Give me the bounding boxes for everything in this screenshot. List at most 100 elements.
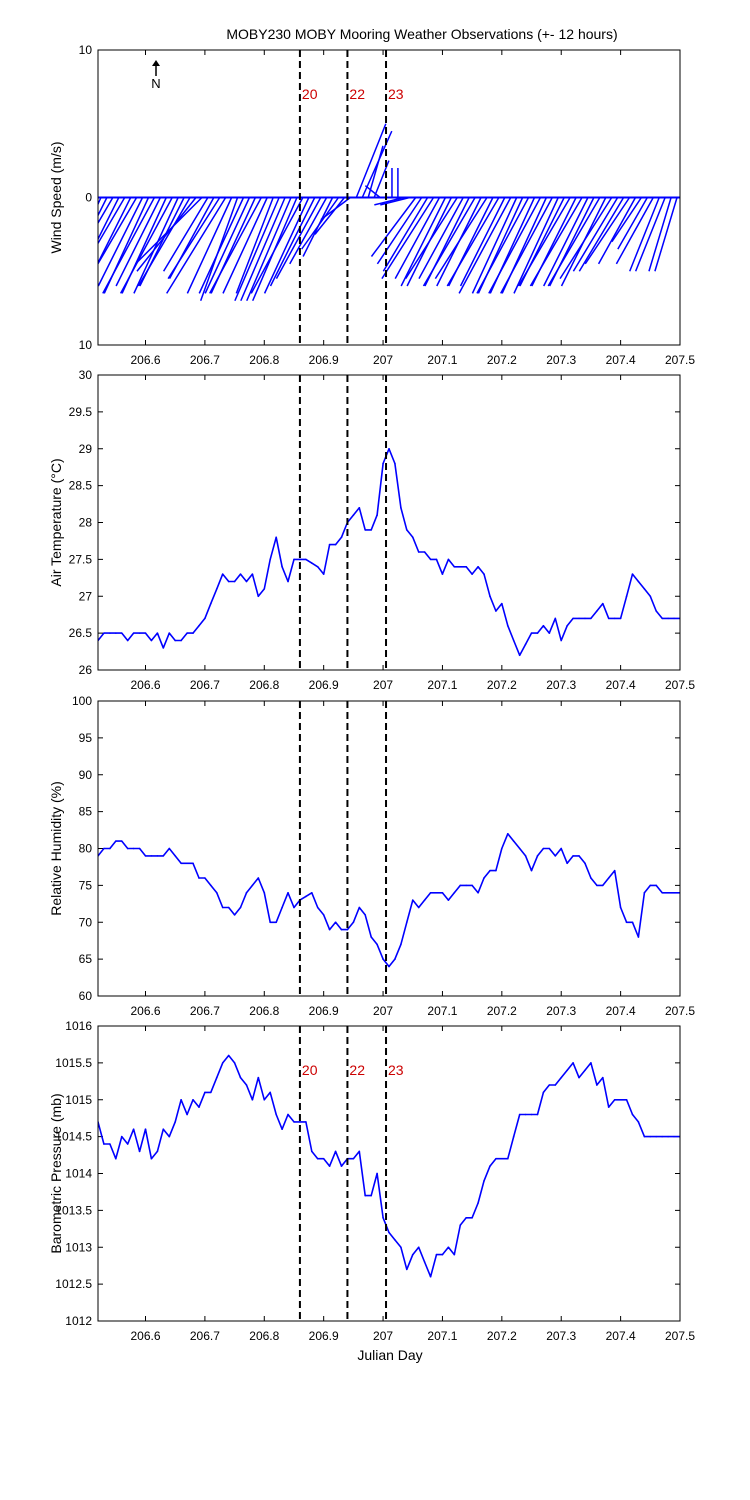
data-point-humidity [512, 840, 515, 842]
data-point-humidity [661, 891, 663, 894]
wind-stick [500, 197, 553, 294]
data-point-humidity [144, 855, 147, 857]
data-point-airtemp [257, 595, 260, 598]
data-point-humidity [643, 891, 646, 894]
y-tick-label: 28.5 [69, 479, 93, 493]
wind-stick [98, 197, 102, 206]
panel-wind: 206.6 206.7 206.8 206.9 207 207.1 207.2 207.3 20… [48, 43, 695, 367]
data-point-airtemp [227, 580, 230, 583]
data-point-airtemp [394, 462, 396, 465]
wind-stick [611, 197, 643, 243]
data-point-airtemp [340, 536, 343, 539]
data-point-humidity [406, 921, 408, 924]
data-point-airtemp [613, 617, 616, 620]
data-point-humidity [572, 855, 574, 857]
data-point-humidity [275, 921, 277, 924]
data-point-humidity [388, 965, 390, 968]
data-point-pressure [471, 1216, 473, 1219]
x-tick-label: 207 [373, 1329, 393, 1343]
data-point-airtemp [607, 617, 610, 620]
wind-stick [381, 197, 435, 280]
wind-stick [547, 197, 601, 287]
data-point-pressure [263, 1098, 266, 1101]
data-point-airtemp [423, 551, 426, 553]
wind-stick [98, 197, 144, 287]
data-point-airtemp [382, 462, 384, 465]
data-point-airtemp [115, 632, 117, 634]
series-line-pressure [98, 1054, 680, 1278]
data-point-humidity [215, 891, 218, 894]
data-point-humidity [625, 921, 628, 924]
data-point-humidity [506, 832, 509, 835]
data-point-pressure [447, 1246, 450, 1249]
wind-stick [186, 197, 233, 294]
y-tick-label: 1013.5 [55, 1203, 92, 1217]
data-point-pressure [578, 1076, 580, 1079]
data-point-humidity [649, 884, 652, 887]
x-tick-label: 207.2 [487, 1004, 517, 1018]
x-axis-label: Julian Day [357, 1347, 422, 1363]
data-point-humidity [269, 921, 272, 924]
wind-stick [476, 197, 530, 294]
data-point-pressure [631, 1113, 634, 1116]
data-point-airtemp [287, 580, 289, 583]
data-point-airtemp [619, 617, 622, 620]
data-point-pressure [417, 1246, 420, 1249]
wind-stick [446, 197, 500, 287]
wind-stick [222, 197, 268, 294]
axes-frame [97, 1025, 681, 1322]
data-point-airtemp [447, 558, 450, 561]
data-point-airtemp [483, 573, 485, 575]
data-point-humidity [204, 877, 206, 879]
data-point-airtemp [156, 632, 159, 634]
data-point-airtemp [417, 551, 420, 553]
event-label: 23 [388, 1062, 404, 1078]
data-point-humidity [590, 877, 592, 879]
data-point-airtemp [364, 529, 367, 531]
wind-stick [572, 197, 619, 272]
data-point-pressure [322, 1157, 325, 1160]
data-point-humidity [423, 899, 426, 901]
data-point-humidity [180, 862, 182, 865]
data-point-pressure [109, 1143, 111, 1145]
data-point-humidity [340, 928, 343, 931]
data-point-pressure [453, 1253, 456, 1256]
event-label: 23 [388, 86, 404, 102]
data-point-humidity [364, 914, 367, 916]
data-point-airtemp [459, 565, 462, 568]
data-point-humidity [554, 855, 557, 857]
data-point-pressure [233, 1062, 236, 1064]
data-point-airtemp [221, 573, 224, 575]
wind-stick [517, 197, 571, 287]
data-point-airtemp [370, 529, 372, 531]
wind-stick [422, 197, 476, 287]
data-point-humidity [596, 884, 598, 887]
data-point-airtemp [299, 558, 301, 561]
wind-stick [578, 197, 625, 272]
data-point-humidity [192, 862, 194, 865]
data-wind [98, 123, 680, 302]
data-point-humidity [322, 914, 325, 916]
data-point-pressure [162, 1128, 165, 1131]
x-tick-label: 206.8 [249, 678, 279, 692]
y-tick-label: 75 [79, 878, 93, 892]
data-point-humidity [376, 943, 378, 946]
x-tick-label: 206.7 [190, 1004, 220, 1018]
data-point-airtemp [530, 632, 533, 634]
data-point-pressure [572, 1062, 574, 1064]
data-point-airtemp [667, 617, 669, 620]
x-tick-label: 207.5 [665, 1329, 695, 1343]
data-point-pressure [115, 1157, 117, 1160]
y-tick-label: 90 [79, 768, 93, 782]
data-point-humidity [370, 936, 372, 938]
wind-stick [275, 197, 322, 279]
data-point-pressure [619, 1098, 622, 1101]
data-point-pressure [144, 1128, 147, 1131]
y-tick-label: 30 [79, 368, 93, 382]
wind-stick [405, 197, 458, 280]
data-point-airtemp [275, 536, 277, 539]
data-point-airtemp [210, 602, 212, 605]
data-point-airtemp [631, 573, 634, 575]
wind-stick [115, 197, 162, 287]
data-point-humidity [584, 862, 586, 865]
